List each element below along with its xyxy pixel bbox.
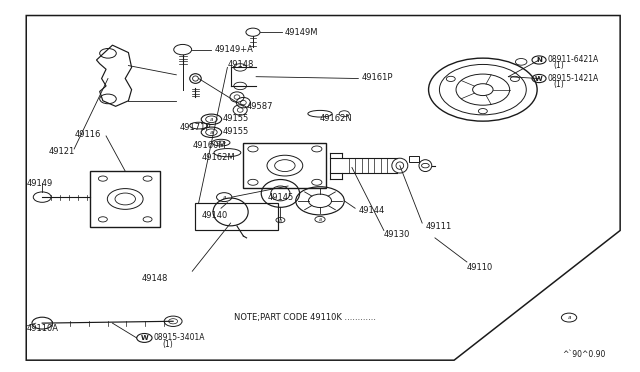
- Text: (1): (1): [553, 80, 564, 89]
- Text: NOTE;PART CODE 49110K ............: NOTE;PART CODE 49110K ............: [234, 313, 376, 322]
- Text: W: W: [535, 76, 543, 81]
- Text: 49130: 49130: [384, 230, 410, 239]
- Text: 49140: 49140: [202, 211, 228, 220]
- Text: 08915-3401A: 08915-3401A: [154, 333, 205, 343]
- Text: 49162M: 49162M: [202, 153, 236, 161]
- Text: 49144: 49144: [358, 206, 385, 215]
- Bar: [243, 143, 326, 188]
- Text: 49111: 49111: [426, 222, 452, 231]
- Text: 49161P: 49161P: [362, 73, 393, 82]
- Text: 49149M: 49149M: [285, 28, 318, 37]
- Text: 49155: 49155: [223, 127, 249, 136]
- Text: a: a: [210, 117, 213, 122]
- Text: ^`90^0.90: ^`90^0.90: [563, 350, 606, 359]
- Text: 49110: 49110: [467, 263, 493, 272]
- Text: 49171P: 49171P: [179, 123, 211, 132]
- Text: 49155: 49155: [223, 114, 249, 123]
- Bar: [195, 203, 278, 231]
- Text: 49148: 49148: [227, 60, 254, 69]
- Text: 49587: 49587: [246, 102, 273, 111]
- Text: 49110A: 49110A: [26, 324, 58, 333]
- Text: 08911-6421A: 08911-6421A: [548, 55, 599, 64]
- Text: a: a: [210, 130, 213, 135]
- Text: 49148: 49148: [141, 274, 168, 283]
- Text: a: a: [568, 315, 571, 320]
- Text: 49149+A: 49149+A: [214, 45, 253, 54]
- Text: a: a: [279, 218, 282, 222]
- Text: 49145: 49145: [268, 193, 294, 202]
- Text: (1): (1): [163, 340, 173, 349]
- Text: a: a: [223, 195, 226, 200]
- Text: 49160M: 49160M: [192, 141, 226, 151]
- Bar: [90, 171, 161, 227]
- Text: 49162N: 49162N: [320, 114, 353, 123]
- Text: 08915-1421A: 08915-1421A: [548, 74, 599, 83]
- Text: (1): (1): [553, 61, 564, 70]
- Text: 49116: 49116: [74, 130, 100, 140]
- Text: N: N: [536, 57, 542, 63]
- Text: a: a: [319, 217, 321, 222]
- Text: 49149: 49149: [26, 179, 52, 188]
- Text: W: W: [141, 335, 148, 341]
- Text: 49121: 49121: [49, 147, 75, 156]
